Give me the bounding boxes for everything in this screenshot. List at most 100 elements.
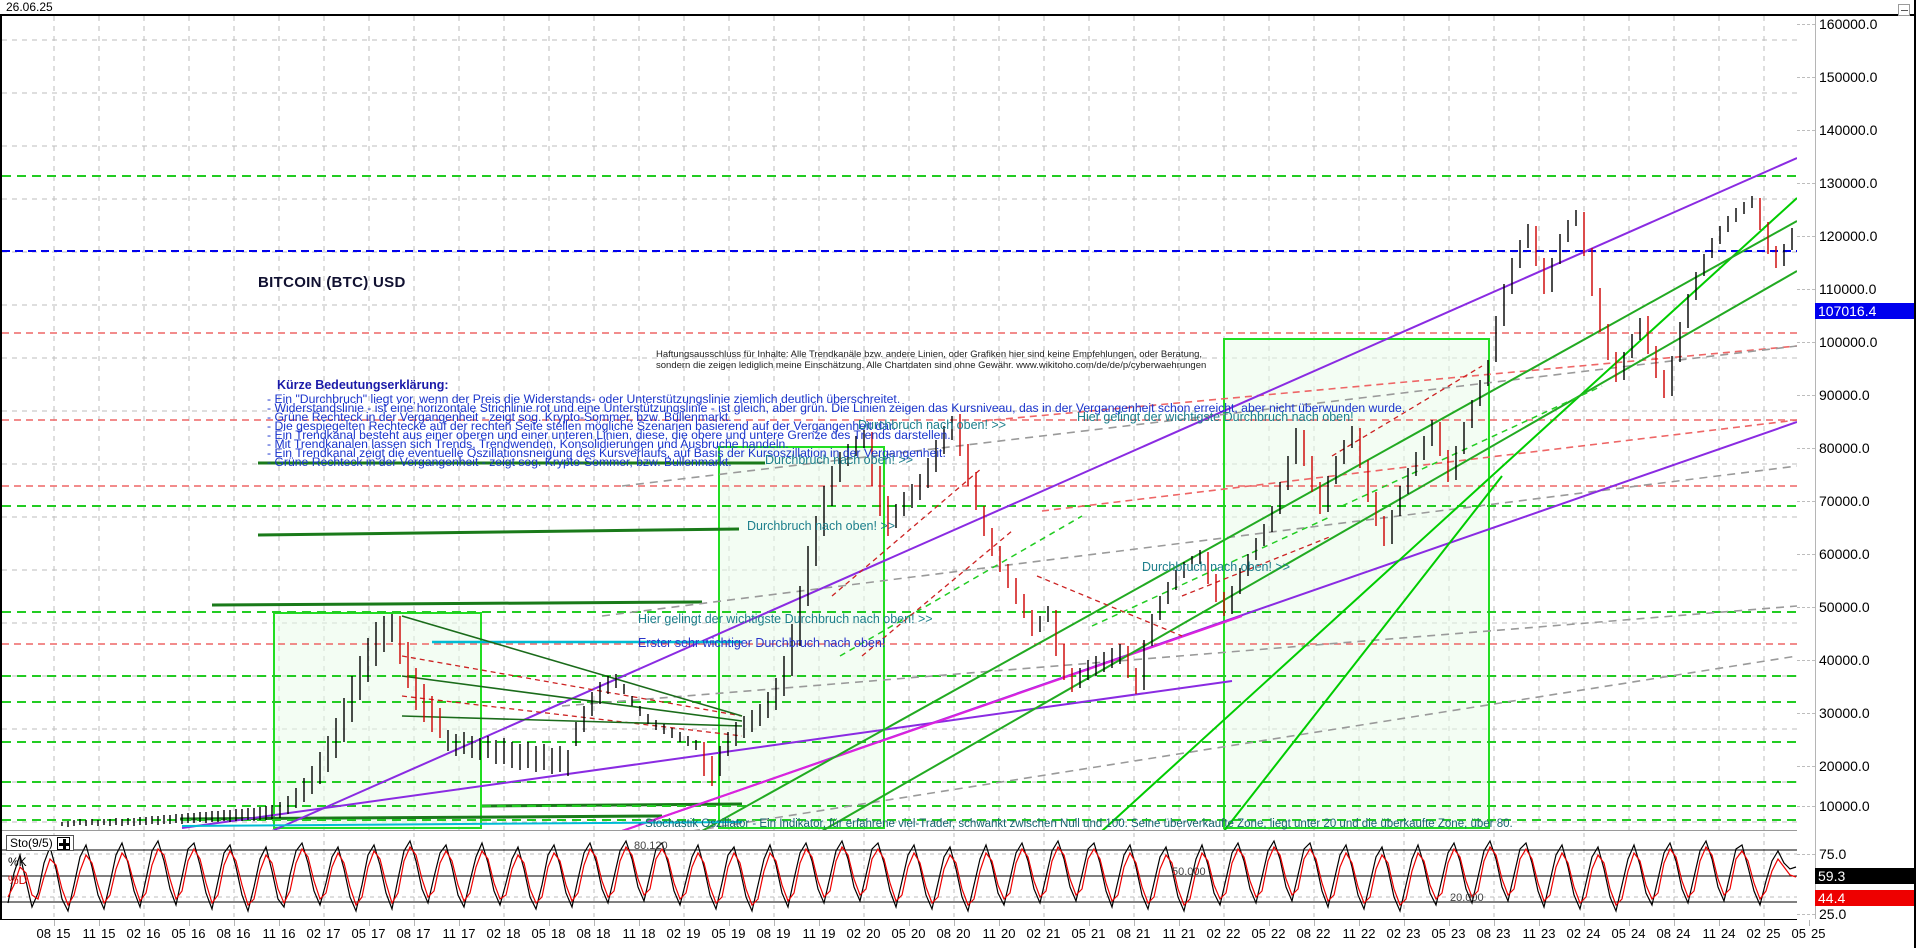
stoch-axis-label-25: 25.0 [1819, 906, 1847, 922]
axis-label-50000: 50000.0 [1819, 599, 1870, 615]
stoch-d-value-badge: 44.4 [1815, 890, 1914, 906]
time-axis-tick [324, 920, 325, 926]
time-axis-label-year: 19 [821, 926, 836, 941]
stoch-level-50-value: 50.000 [1172, 866, 1206, 878]
time-axis-label-year: 24 [1631, 926, 1646, 941]
time-axis-label-year: 22 [1361, 926, 1376, 941]
stoch-level-20-value: 20.000 [1450, 892, 1484, 904]
time-axis-label-month: 11 [1342, 926, 1357, 941]
time-axis-label-month: 11 [82, 926, 97, 941]
time-axis-label-month: 05 [171, 926, 186, 941]
axis-label-60000: 60000.0 [1819, 546, 1870, 562]
time-axis-tick [594, 920, 595, 926]
time-axis-tick [1719, 920, 1720, 926]
price-chart-pane[interactable]: BITCOIN (BTC) USD Haftungsausschluss für… [2, 16, 1797, 831]
minimize-icon[interactable] [1898, 4, 1910, 16]
stoch-level-80-value: 80.120 [634, 840, 668, 852]
time-axis-label-year: 21 [1091, 926, 1106, 941]
expand-plus-icon[interactable] [56, 836, 70, 850]
time-axis-tick [504, 920, 505, 926]
time-axis[interactable]: 08 15 11 15 02 16 05 16 08 16 11 16 02 17 05 17 08 17 11 17… [2, 920, 1825, 948]
legend-title: Kürze Bedeutungserklärung: [277, 378, 449, 392]
time-axis-tick [1314, 920, 1315, 926]
axis-label-10000: 10000.0 [1819, 798, 1870, 814]
time-axis-tick [1179, 920, 1180, 926]
time-axis-label-month: 08 [576, 926, 591, 941]
time-axis-label-year: 24 [1586, 926, 1601, 941]
first-breakthrough-marker: Erster sehr wichtiger Durchbruch nach ob… [638, 636, 886, 650]
time-axis-label-year: 16 [146, 926, 161, 941]
magenta-trend-line [621, 615, 1243, 831]
time-axis-tick [1494, 920, 1495, 926]
time-axis-label-month: 02 [1206, 926, 1221, 941]
time-axis-label-month: 05 [1071, 926, 1086, 941]
time-axis-tick [144, 920, 145, 926]
time-axis-label-year: 23 [1406, 926, 1421, 941]
time-axis-label-month: 05 [531, 926, 546, 941]
breakthrough-marker-1: Durchbruch nach oben! >> [747, 519, 896, 533]
stochastic-pane[interactable]: Sto(9/5) %K %D 80.120 50.000 20.000 [2, 833, 1797, 919]
time-axis-label-year: 22 [1271, 926, 1286, 941]
time-axis-label-year: 23 [1541, 926, 1556, 941]
time-axis-label-month: 02 [1746, 926, 1761, 941]
time-axis-label-year: 24 [1676, 926, 1691, 941]
breakthrough-marker-2: Durchbruch nach oben! >> [765, 453, 914, 467]
page-title: BITCOIN (BTC) USD [258, 274, 406, 291]
time-axis-tick [234, 920, 235, 926]
stochastic-indicator-badge[interactable]: Sto(9/5) [6, 835, 74, 851]
time-axis-label-year: 19 [731, 926, 746, 941]
time-axis-label-month: 02 [486, 926, 501, 941]
green-sub-channels [839, 385, 1603, 657]
time-axis-tick [1224, 920, 1225, 926]
legend-line-7: - Grüne Rechteck in der Vergangenheit - … [267, 455, 732, 469]
time-axis-label-month: 11 [1162, 926, 1177, 941]
price-axis[interactable]: 160000.0 150000.0 140000.0 130000.0 1200… [1797, 16, 1914, 922]
time-axis-label-year: 25 [1766, 926, 1781, 941]
legend-line-1: - Widerstandslinie - ist eine horizontal… [267, 401, 1406, 415]
stochastic-indicator-label: Sto(9/5) [10, 836, 53, 850]
axis-label-130000: 130000.0 [1819, 175, 1878, 191]
stochastic-k-label: %K [8, 855, 27, 869]
stoch-k-value-badge: 59.3 [1815, 868, 1914, 884]
time-axis-label-year: 22 [1316, 926, 1331, 941]
time-axis-label-month: 08 [1296, 926, 1311, 941]
cyan-level-line-2 [181, 821, 743, 827]
legend-line-4: - Ein Trendkanal besteht aus einer obere… [267, 428, 951, 442]
time-axis-label-month: 05 [1431, 926, 1446, 941]
green-steep-channel [1101, 197, 1797, 831]
time-axis-tick [99, 920, 100, 926]
time-axis-tick [54, 920, 55, 926]
disclaimer-line-1: Haftungsausschluss für Inhalte: Alle Tre… [656, 349, 1203, 360]
time-axis-tick [1359, 920, 1360, 926]
time-axis-label-year: 21 [1136, 926, 1151, 941]
legend-line-3: - Die gespiegelten Rechtecke auf der rec… [267, 419, 896, 433]
axis-label-120000: 120000.0 [1819, 228, 1878, 244]
time-axis-tick [279, 920, 280, 926]
axis-label-20000: 20000.0 [1819, 758, 1870, 774]
time-axis-tick [1629, 920, 1630, 926]
time-axis-label-month: 02 [846, 926, 861, 941]
window-left-border [0, 14, 2, 920]
candlestick-series [61, 196, 1793, 827]
stoch-k-line [7, 839, 1797, 914]
axis-label-150000: 150000.0 [1819, 69, 1878, 85]
axis-label-70000: 70000.0 [1819, 493, 1870, 509]
time-axis-label-year: 17 [326, 926, 341, 941]
time-axis-label-month: 08 [1476, 926, 1491, 941]
axis-label-160000: 160000.0 [1819, 16, 1878, 32]
time-axis-label-year: 20 [956, 926, 971, 941]
time-axis-label-month: 02 [1026, 926, 1041, 941]
time-axis-label-year: 15 [56, 926, 71, 941]
time-axis-tick [414, 920, 415, 926]
time-axis-label-year: 22 [1226, 926, 1241, 941]
stochastic-note: - Stochastik Oszillator - Ein Indikator,… [638, 818, 1513, 830]
axis-label-80000: 80000.0 [1819, 440, 1870, 456]
time-axis-tick [954, 920, 955, 926]
time-axis-label-year: 16 [281, 926, 296, 941]
legend-line-2: - Grüne Rechteck in der Vergangenheit - … [267, 410, 732, 424]
time-axis-tick [774, 920, 775, 926]
stochastic-d-label: %D [8, 873, 28, 887]
date-label: 26.06.25 [4, 0, 55, 14]
time-axis-label-year: 21 [1046, 926, 1061, 941]
time-axis-label-month: 11 [802, 926, 817, 941]
